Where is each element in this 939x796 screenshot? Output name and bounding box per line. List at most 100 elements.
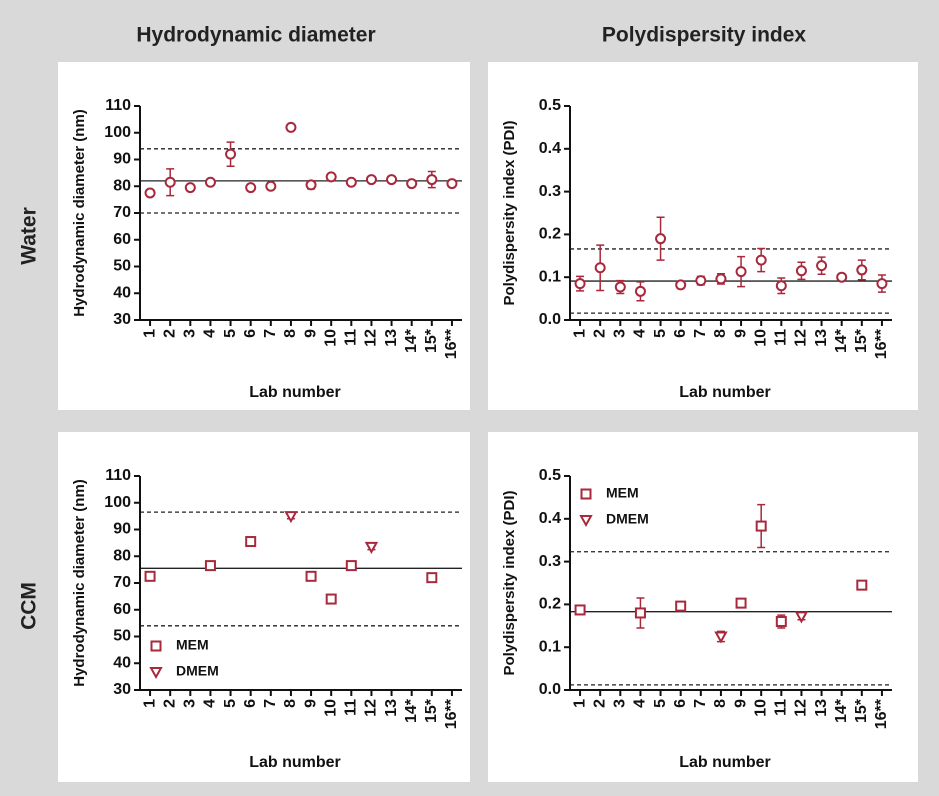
marker: [735, 266, 747, 278]
marker: [856, 264, 868, 276]
x-tick-label: 7: [262, 329, 279, 338]
marker: [446, 178, 458, 190]
marker: [735, 597, 747, 609]
x-tick-label: 11: [773, 329, 790, 346]
legend-label: DMEM: [606, 511, 649, 527]
x-tick-label: 13: [813, 699, 830, 717]
row-header: CCM: [18, 582, 41, 630]
marker: [364, 541, 379, 554]
x-tick-label: 11: [343, 329, 360, 346]
x-tick-label: 3: [612, 699, 629, 708]
marker: [634, 285, 646, 297]
x-tick-label: 16**: [873, 328, 890, 359]
x-tick-label: 4: [202, 329, 219, 338]
y-tick-label: 0.2: [539, 226, 561, 243]
marker: [144, 570, 156, 582]
marker: [574, 278, 586, 290]
x-tick-label: 15*: [423, 328, 440, 353]
x-tick-label: 16**: [443, 328, 460, 359]
marker: [794, 611, 809, 624]
x-tick-label: 16**: [873, 698, 890, 729]
x-tick-label: 14*: [403, 328, 420, 353]
y-tick-label: 30: [113, 311, 131, 328]
y-tick-label: 0.4: [539, 510, 561, 527]
legend-label: MEM: [606, 485, 639, 501]
y-tick-label: 110: [105, 97, 131, 114]
y-tick-label: 30: [113, 681, 131, 698]
legend-label: MEM: [176, 637, 209, 653]
x-tick-label: 6: [242, 329, 259, 338]
marker: [775, 616, 787, 628]
marker: [675, 600, 687, 612]
panel: [58, 62, 470, 410]
marker: [836, 271, 848, 283]
marker: [144, 187, 156, 199]
marker: [365, 174, 377, 186]
x-tick-label: 2: [591, 329, 608, 338]
marker: [325, 593, 337, 605]
x-tick-label: 14*: [833, 698, 850, 723]
x-tick-label: 7: [692, 699, 709, 708]
y-tick-label: 60: [113, 601, 131, 618]
x-tick-label: 2: [161, 699, 178, 708]
marker: [795, 265, 807, 277]
y-axis-label: Polydispersity index (PDI): [501, 490, 518, 675]
x-tick-label: 8: [282, 329, 299, 338]
marker: [714, 631, 728, 644]
chart: 0.00.10.20.30.40.51 2 3 4 5 6 7 8 9 10 11 12 13 14* 15…: [501, 97, 892, 401]
x-tick-label: 4: [202, 699, 219, 708]
x-tick-label: 9: [302, 699, 319, 708]
x-tick-label: 16**: [443, 698, 460, 729]
marker: [406, 178, 418, 190]
row-header: Water: [18, 207, 41, 265]
x-tick-label: 3: [182, 699, 199, 708]
x-tick-label: 15*: [853, 328, 870, 353]
y-tick-label: 0.0: [539, 311, 561, 328]
marker: [305, 570, 317, 582]
x-tick-label: 7: [262, 699, 279, 708]
marker: [325, 171, 337, 183]
x-tick-label: 9: [302, 329, 319, 338]
marker: [715, 273, 727, 285]
marker: [225, 148, 237, 160]
marker: [816, 260, 828, 272]
x-tick-label: 5: [652, 329, 669, 338]
y-tick-label: 0.3: [539, 183, 561, 200]
y-tick-label: 90: [113, 521, 131, 538]
x-tick-label: 13: [383, 699, 400, 717]
x-tick-label: 8: [712, 699, 729, 708]
x-tick-label: 6: [672, 699, 689, 708]
y-tick-label: 70: [113, 574, 131, 591]
marker: [245, 182, 257, 194]
y-tick-label: 0.1: [539, 638, 561, 655]
x-tick-label: 11: [343, 699, 360, 716]
y-tick-label: 0.1: [539, 268, 561, 285]
marker: [876, 278, 888, 290]
marker: [655, 233, 667, 245]
marker: [574, 604, 586, 616]
x-axis-label: Lab number: [679, 754, 771, 771]
x-tick-label: 3: [612, 329, 629, 338]
x-tick-label: 15*: [423, 698, 440, 723]
x-tick-label: 6: [242, 699, 259, 708]
y-tick-label: 50: [113, 258, 131, 275]
y-tick-label: 0.3: [539, 553, 561, 570]
x-tick-label: 1: [141, 699, 158, 708]
marker: [204, 176, 216, 188]
marker: [675, 279, 687, 291]
x-tick-label: 13: [383, 329, 400, 347]
x-tick-label: 11: [773, 699, 790, 716]
marker: [345, 560, 357, 572]
marker: [386, 174, 398, 186]
y-axis-label: Hydrodynamic diameter (nm): [71, 109, 88, 317]
marker: [426, 174, 438, 186]
x-tick-label: 12: [793, 329, 810, 347]
panel: [58, 432, 470, 782]
y-tick-label: 100: [104, 494, 131, 511]
x-tick-label: 1: [571, 699, 588, 708]
x-tick-label: 10: [752, 329, 769, 347]
x-tick-label: 4: [632, 699, 649, 708]
y-tick-label: 40: [113, 284, 131, 301]
marker: [580, 488, 592, 500]
